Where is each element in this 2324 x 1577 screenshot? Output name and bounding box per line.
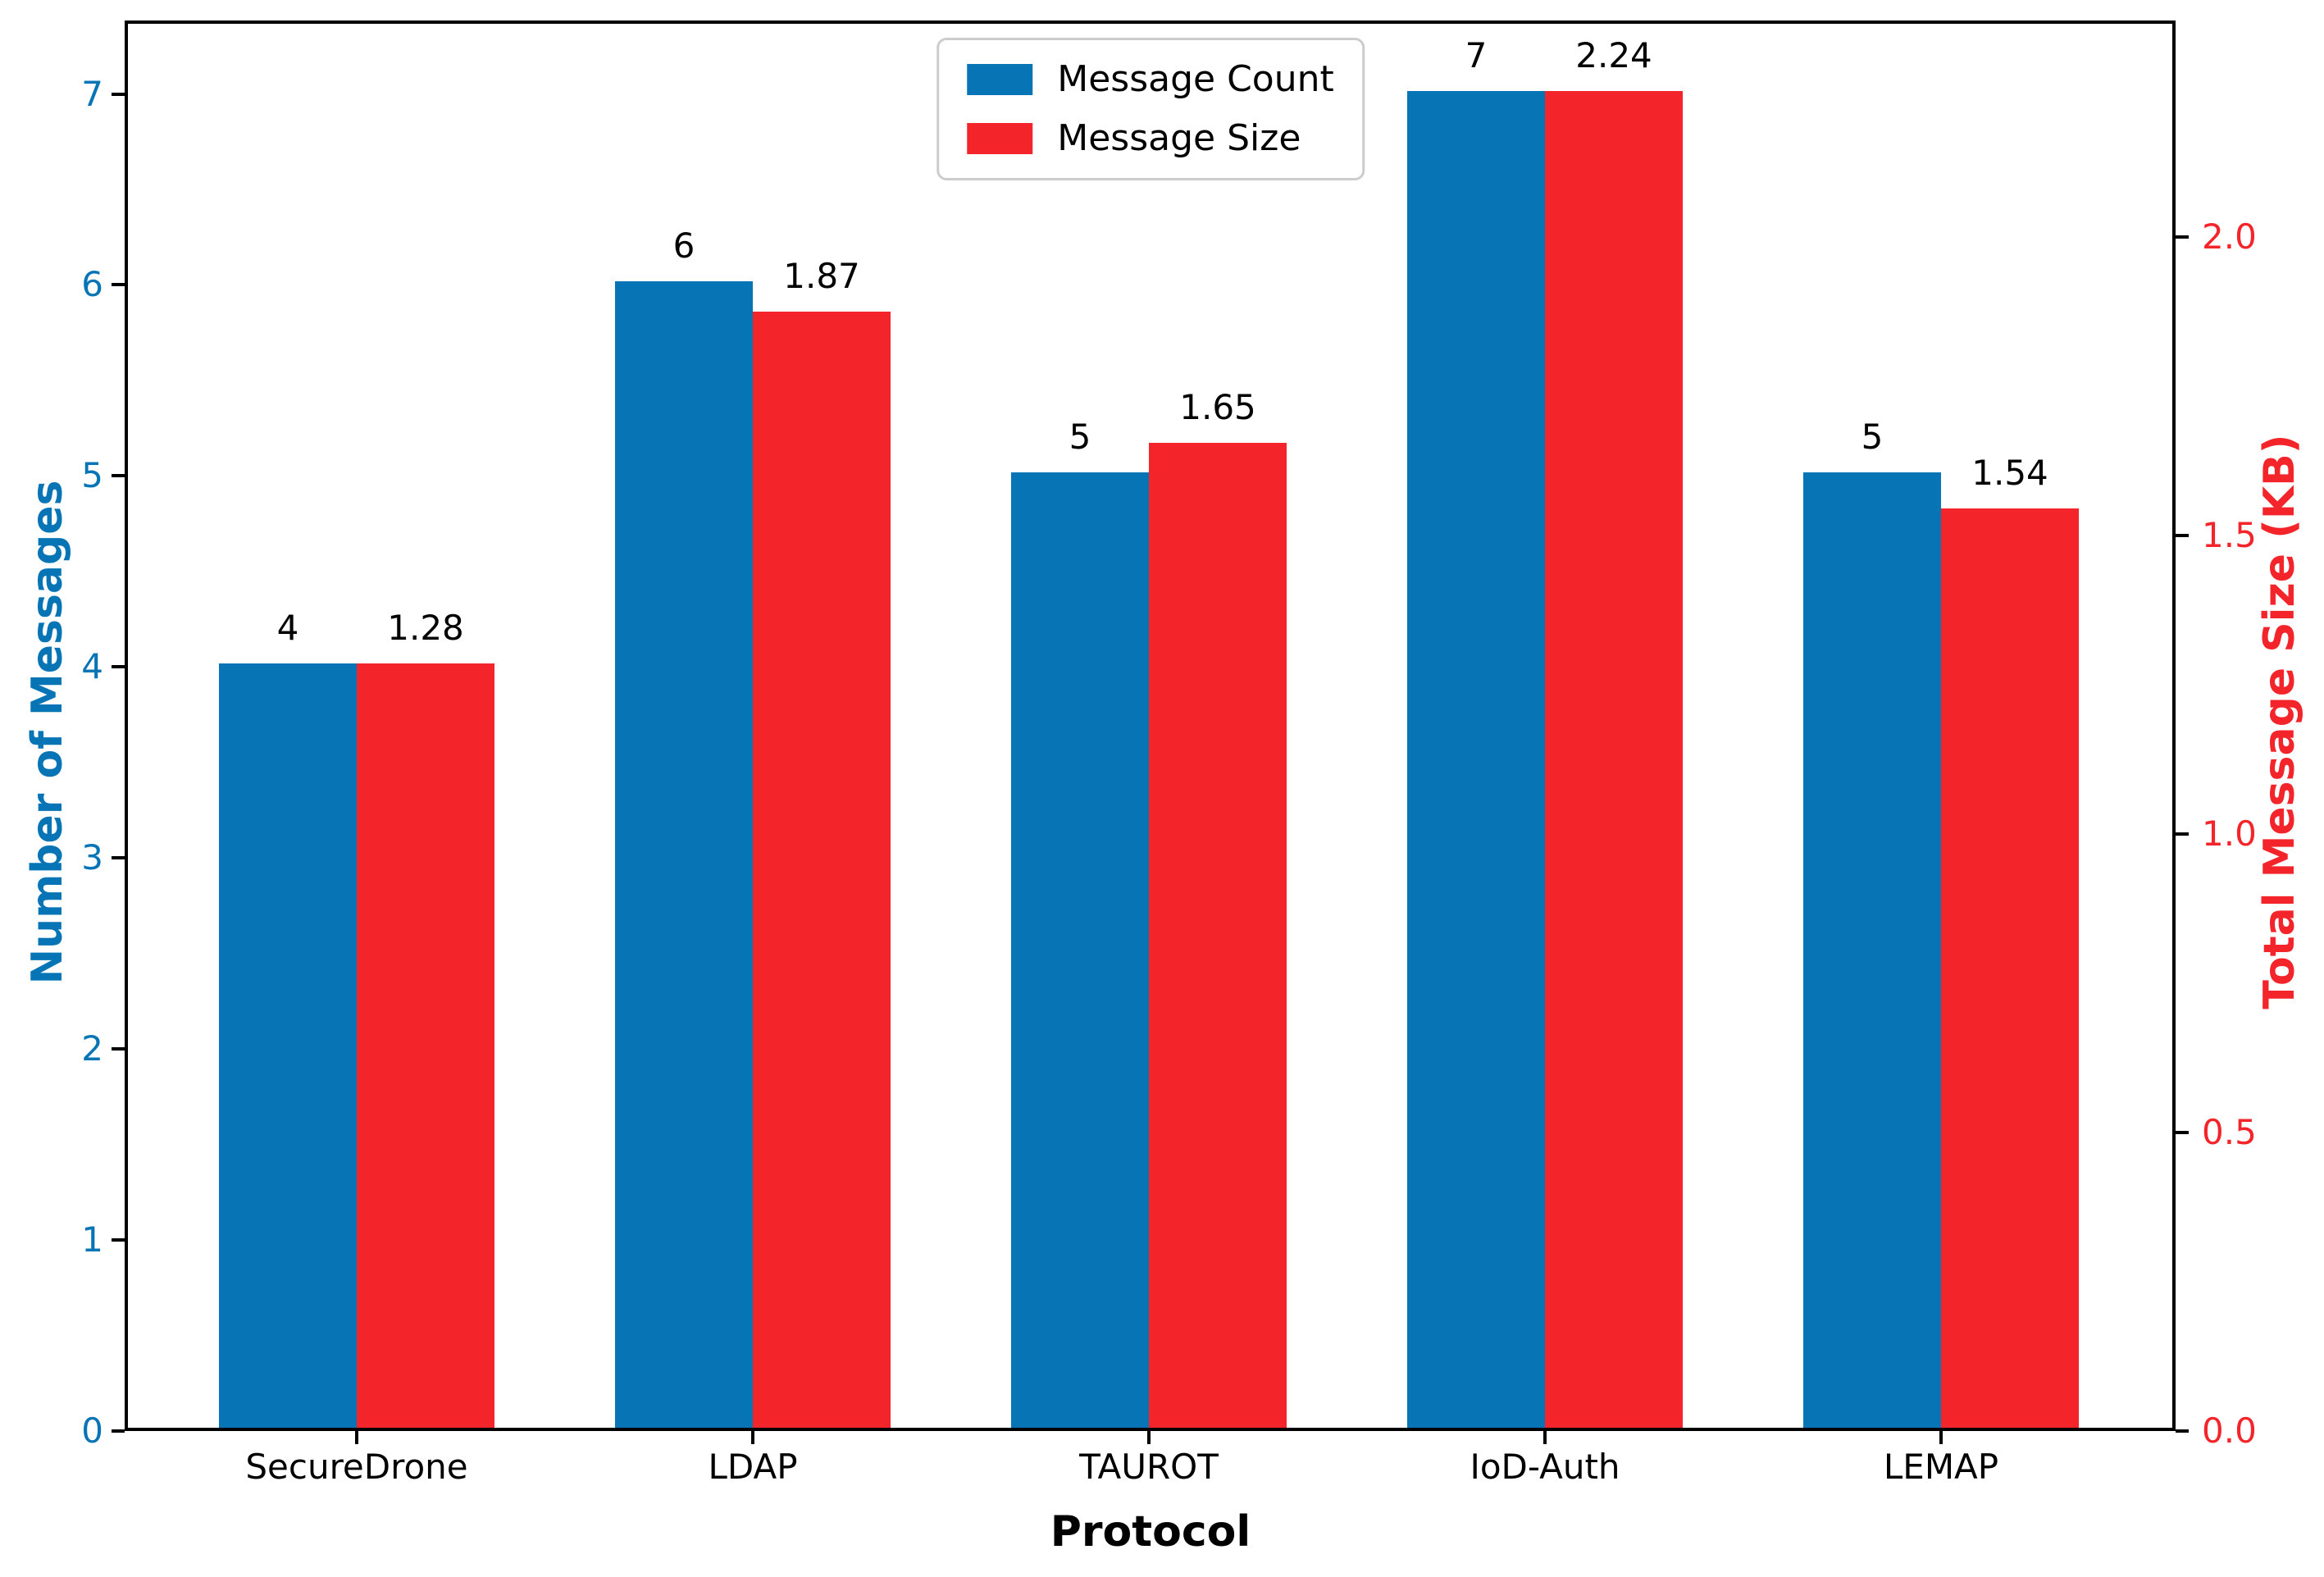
y-tick-label-right: 0.5 xyxy=(2202,1112,2257,1152)
x-tick-label: LEMAP xyxy=(1883,1447,1999,1487)
bar-message-count xyxy=(1407,91,1545,1428)
y-tick-label-left: 7 xyxy=(81,74,103,114)
bar-value-label: 1.87 xyxy=(783,256,860,296)
x-tick-mark xyxy=(751,1431,754,1444)
bar-message-size xyxy=(1545,91,1683,1428)
y-tick-mark-left xyxy=(112,93,125,96)
y-tick-mark-right xyxy=(2176,534,2189,537)
bar-message-count xyxy=(1803,472,1941,1428)
y-tick-mark-left xyxy=(112,474,125,477)
y-tick-mark-left xyxy=(112,856,125,859)
bar-value-label: 5 xyxy=(1861,417,1884,457)
bar-message-size xyxy=(357,663,494,1428)
bar-value-label: 7 xyxy=(1465,35,1488,75)
y-tick-mark-right xyxy=(2176,832,2189,836)
bar-message-size xyxy=(1149,443,1287,1428)
x-axis-label: Protocol xyxy=(1050,1507,1251,1556)
y-tick-mark-left xyxy=(112,665,125,668)
bar-value-label: 1.65 xyxy=(1179,387,1256,427)
y-tick-label-left: 1 xyxy=(81,1219,103,1260)
legend-label-message-count: Message Count xyxy=(1057,58,1334,100)
x-tick-label: SecureDrone xyxy=(245,1447,468,1487)
y-tick-mark-left xyxy=(112,1238,125,1242)
bar-value-label: 4 xyxy=(276,608,299,648)
y-tick-label-right: 1.0 xyxy=(2202,814,2257,854)
bar-message-count xyxy=(219,663,357,1428)
bar-message-size xyxy=(753,312,891,1428)
x-tick-mark xyxy=(355,1431,358,1444)
bar-value-label: 1.54 xyxy=(1971,453,2048,493)
y-axis-label-left: Number of Messages xyxy=(23,480,72,985)
y-tick-mark-right xyxy=(2176,1429,2189,1433)
y-axis-label-right: Total Message Size (KB) xyxy=(2255,434,2304,1010)
y-tick-label-right: 1.5 xyxy=(2202,515,2257,555)
bar-message-count xyxy=(1011,472,1149,1428)
bar-value-label: 2.24 xyxy=(1575,35,1652,75)
x-tick-label: TAUROT xyxy=(1079,1447,1219,1487)
y-tick-label-left: 3 xyxy=(81,837,103,877)
bar-message-count xyxy=(615,281,753,1428)
y-tick-label-right: 2.0 xyxy=(2202,216,2257,257)
y-tick-mark-left xyxy=(112,1429,125,1433)
plot-area: 4 1.28 6 1.87 5 1.65 7 2.24 5 1.54 xyxy=(125,21,2176,1431)
y-tick-label-left: 0 xyxy=(81,1411,103,1451)
y-tick-label-left: 4 xyxy=(81,646,103,686)
x-tick-label: IoD-Auth xyxy=(1470,1447,1620,1487)
bar-message-size xyxy=(1941,508,2079,1428)
y-tick-label-left: 6 xyxy=(81,264,103,304)
x-tick-mark xyxy=(1939,1431,1943,1444)
y-tick-mark-left xyxy=(112,1047,125,1051)
legend-swatch-message-size xyxy=(967,123,1033,154)
x-tick-label: LDAP xyxy=(708,1447,798,1487)
x-tick-mark xyxy=(1543,1431,1547,1444)
bar-value-label: 6 xyxy=(672,226,695,266)
y-tick-mark-right xyxy=(2176,1131,2189,1134)
legend-entry-message-size: Message Size xyxy=(967,121,1334,157)
y-tick-label-right: 0.0 xyxy=(2202,1411,2257,1451)
legend-label-message-size: Message Size xyxy=(1057,117,1301,159)
y-tick-mark-left xyxy=(112,283,125,286)
legend: Message Count Message Size xyxy=(936,38,1365,180)
y-tick-label-left: 2 xyxy=(81,1028,103,1069)
x-tick-mark xyxy=(1147,1431,1151,1444)
legend-entry-message-count: Message Count xyxy=(967,62,1334,98)
y-tick-label-left: 5 xyxy=(81,455,103,495)
y-tick-mark-right xyxy=(2176,235,2189,239)
bar-value-label: 5 xyxy=(1069,417,1091,457)
legend-swatch-message-count xyxy=(967,64,1033,95)
bar-value-label: 1.28 xyxy=(387,608,464,648)
